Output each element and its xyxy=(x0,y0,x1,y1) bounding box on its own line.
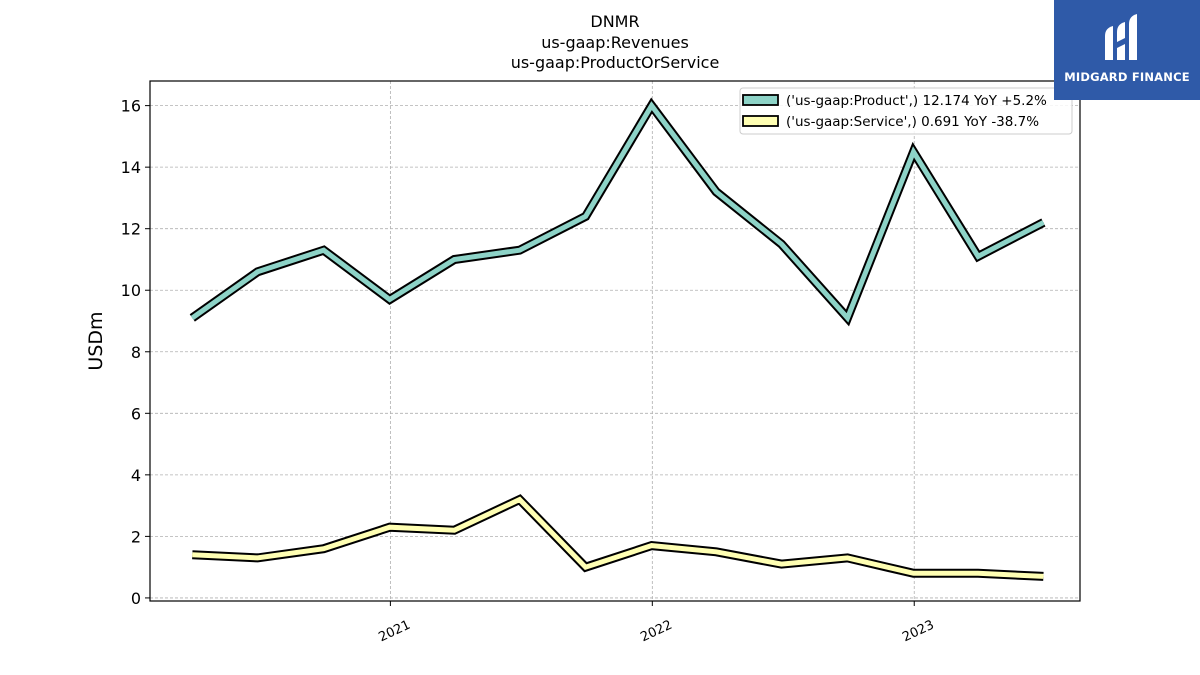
data-point xyxy=(389,526,391,528)
y-axis: 0 2 4 6 8 10 12 14 16 xyxy=(121,97,150,608)
chart-title-line-1: DNMR xyxy=(590,12,639,31)
legend: ('us-gaap:Product',) 12.174 YoY +5.2% ('u… xyxy=(739,87,1073,135)
data-point xyxy=(191,317,193,319)
series-line xyxy=(190,101,1045,323)
legend-swatch xyxy=(742,115,779,127)
x-tick-label: 2022 xyxy=(638,618,674,646)
y-tick-label: 8 xyxy=(131,343,141,362)
y-tick-label: 16 xyxy=(121,97,141,116)
legend-swatch xyxy=(742,94,779,106)
series-line-outline xyxy=(189,97,1046,327)
data-point xyxy=(1042,222,1044,224)
y-tick-label: 10 xyxy=(121,281,141,300)
x-tick-label: 2021 xyxy=(376,618,412,646)
data-point xyxy=(913,572,915,574)
series-line-outline xyxy=(192,494,1044,581)
data-point xyxy=(1042,575,1044,577)
series-2 xyxy=(191,494,1044,581)
chart-title-line-2: us-gaap:Revenues xyxy=(541,33,689,52)
legend-entry-label: ('us-gaap:Product',) 12.174 YoY +5.2% xyxy=(786,93,1047,109)
brand-logo: MIDGARD FINANCE xyxy=(1054,0,1200,100)
data-point xyxy=(191,554,193,556)
y-tick-label: 14 xyxy=(121,158,141,177)
series-layer xyxy=(189,97,1046,581)
x-tick-label: 2023 xyxy=(900,618,936,646)
data-point xyxy=(780,563,782,565)
data-point xyxy=(847,317,848,319)
y-tick-label: 4 xyxy=(131,466,141,485)
logo-text: MIDGARD FINANCE xyxy=(1064,70,1190,84)
legend-entry-label: ('us-gaap:Service',) 0.691 YoY -38.7% xyxy=(786,114,1039,130)
logo-mark-icon xyxy=(1105,14,1137,60)
data-point xyxy=(257,271,259,273)
plot-area xyxy=(149,80,1081,602)
legend-box xyxy=(739,87,1073,135)
data-point xyxy=(323,249,325,251)
y-tick-label: 6 xyxy=(131,404,141,423)
data-point xyxy=(389,298,391,300)
data-point xyxy=(913,151,915,153)
data-point xyxy=(585,566,587,568)
data-point xyxy=(847,557,848,559)
data-point xyxy=(257,557,259,559)
data-point xyxy=(715,551,717,553)
data-point xyxy=(780,243,782,245)
series-line xyxy=(192,496,1044,579)
y-tick-label: 12 xyxy=(121,220,141,239)
data-point xyxy=(519,249,521,251)
data-point xyxy=(585,215,587,217)
y-axis-label: USDm xyxy=(85,311,107,370)
data-point xyxy=(977,255,979,257)
y-tick-label: 0 xyxy=(131,589,141,608)
chart-title: DNMR us-gaap:Revenues us-gaap:ProductOrS… xyxy=(511,12,720,72)
y-tick-label: 2 xyxy=(131,527,141,546)
series-1 xyxy=(189,97,1046,327)
data-point xyxy=(715,191,717,193)
x-axis: 2021 2022 2023 xyxy=(376,601,937,646)
data-point xyxy=(519,498,521,500)
data-point xyxy=(977,572,979,574)
data-point xyxy=(453,258,455,260)
data-point xyxy=(651,105,653,107)
data-point xyxy=(651,545,653,547)
grid xyxy=(150,81,1080,601)
data-point xyxy=(453,529,455,531)
data-point xyxy=(323,548,325,550)
chart-title-line-3: us-gaap:ProductOrService xyxy=(511,53,720,72)
